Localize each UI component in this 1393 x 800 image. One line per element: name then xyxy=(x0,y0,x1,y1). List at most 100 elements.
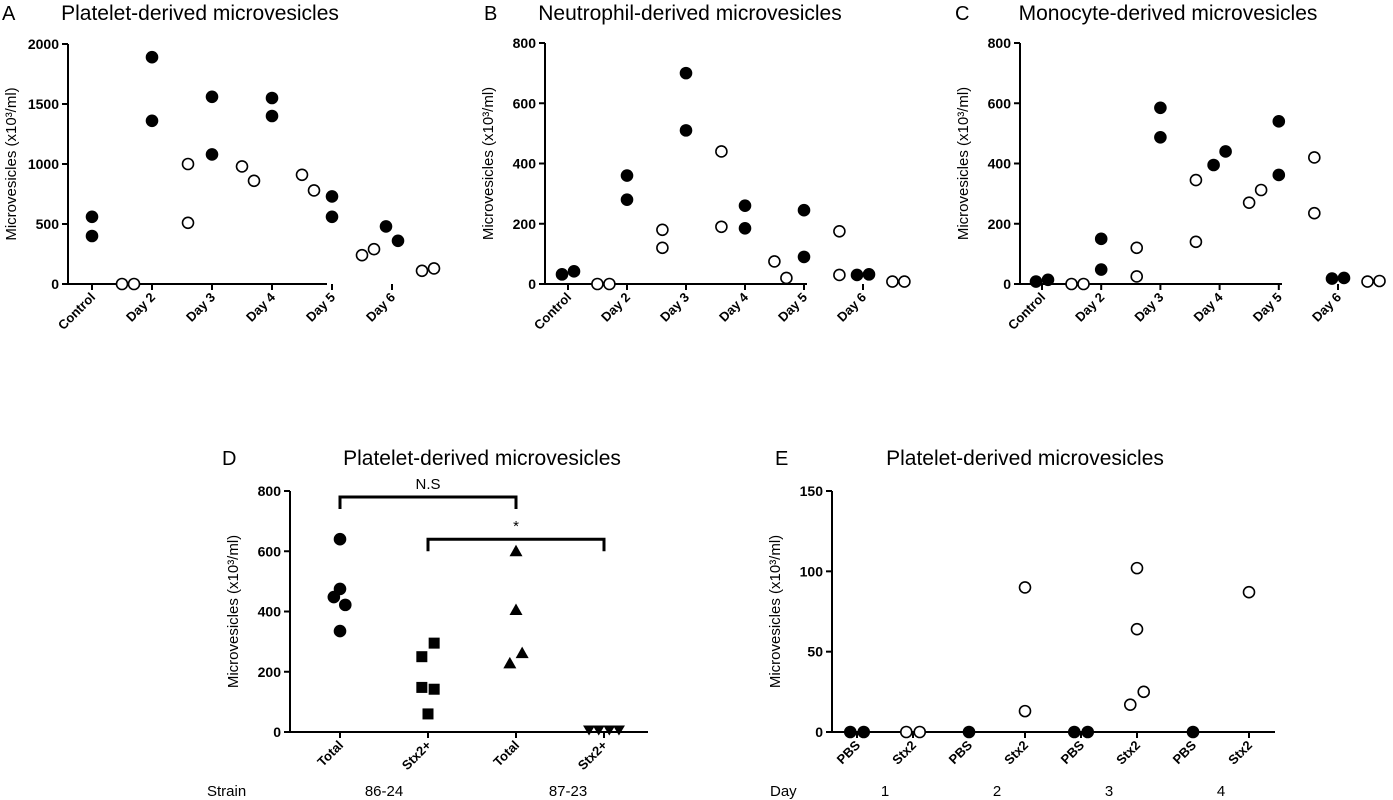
data-point-open xyxy=(656,241,669,255)
x-tick-label: Day 6 xyxy=(834,290,869,325)
y-tick-label: 1500 xyxy=(28,96,59,112)
data-point-open xyxy=(181,216,195,230)
data-point-filled xyxy=(265,91,279,105)
y-tick-label: 0 xyxy=(1003,276,1011,292)
data-point-open xyxy=(1242,585,1256,599)
significance-bracket xyxy=(426,537,606,552)
data-point-open xyxy=(898,275,911,288)
x-tick-label: Day 4 xyxy=(1191,289,1227,325)
y-tick-label: 2000 xyxy=(28,36,59,52)
data-point-open xyxy=(355,248,369,262)
strain-group-label: 86-24 xyxy=(365,783,403,800)
y-tick-label: 600 xyxy=(513,95,537,111)
data-point-filled xyxy=(679,66,693,80)
data-point-square xyxy=(422,708,434,720)
data-point-filled xyxy=(145,114,159,128)
data-point-open xyxy=(115,277,129,291)
day-group-label: 1 xyxy=(881,783,889,800)
data-point-circle xyxy=(333,582,347,596)
data-point-open xyxy=(1130,622,1144,636)
data-point-filled xyxy=(1154,130,1167,144)
data-point-circle xyxy=(327,590,341,604)
data-point-open xyxy=(1130,270,1144,283)
panel-d: 0 200 400 600 800 Platelet-derived microvesic… xyxy=(207,447,648,800)
data-point-filled xyxy=(205,90,219,104)
x-tick-label: Day 2 xyxy=(123,290,158,325)
x-tick-label: Day 6 xyxy=(363,290,398,325)
data-point-open xyxy=(1137,685,1151,699)
data-point-filled xyxy=(738,199,752,212)
data-point-triangle xyxy=(509,544,523,557)
data-point-square xyxy=(428,637,440,649)
data-point-triangle xyxy=(515,646,529,659)
data-point-open xyxy=(1361,275,1374,288)
y-tick-label: 600 xyxy=(988,95,1012,111)
x-tick-label: Control xyxy=(531,290,574,333)
data-point-filled xyxy=(1154,101,1167,115)
data-point-open xyxy=(367,242,381,256)
data-point-filled xyxy=(1272,168,1286,182)
data-point-open xyxy=(181,157,195,171)
data-point-filled xyxy=(1029,275,1043,288)
data-point-filled xyxy=(325,190,339,203)
x-tick-label: Day 3 xyxy=(657,290,692,325)
data-point-circle xyxy=(333,624,347,638)
data-point-filled xyxy=(962,725,976,739)
x-tick-label: Day 5 xyxy=(775,290,810,325)
y-tick-label: 50 xyxy=(807,644,823,660)
day-row-label: Day xyxy=(770,783,797,800)
data-point-open xyxy=(415,264,429,278)
y-tick-label: 100 xyxy=(800,563,824,579)
x-tick-label: Stx2 xyxy=(1113,738,1143,768)
x-tick-label: Total xyxy=(490,738,522,770)
strain-group-label: 87-23 xyxy=(549,783,587,800)
panel-letter: B xyxy=(484,3,497,25)
y-tick-label: 200 xyxy=(988,216,1012,232)
data-point-open xyxy=(715,220,728,234)
data-point-filled xyxy=(555,268,569,281)
data-point-open xyxy=(1077,277,1090,291)
data-point-filled xyxy=(1219,145,1232,158)
data-point-open xyxy=(715,145,728,158)
x-tick-label: PBS xyxy=(1170,737,1200,767)
y-tick-label: 400 xyxy=(513,156,537,172)
x-tick-label: Day 2 xyxy=(598,290,633,325)
x-tick-label: Stx2 xyxy=(1001,738,1031,768)
x-tick-label: PBS xyxy=(834,737,864,767)
data-point-filled xyxy=(843,725,857,739)
chart-title: Platelet-derived microvesicles xyxy=(61,2,339,25)
data-point-open xyxy=(1308,151,1321,164)
y-tick-label: 1000 xyxy=(28,156,59,172)
x-tick-label: Control xyxy=(55,290,98,333)
x-tick-label: PBS xyxy=(1058,737,1088,767)
data-point-open xyxy=(1308,206,1321,220)
data-point-open xyxy=(1065,277,1078,291)
panel-e: 0 50 100 150 Platelet-derived microvesicles E… xyxy=(767,447,1275,800)
data-point-filled xyxy=(1081,725,1095,739)
data-point-filled xyxy=(567,265,581,278)
data-point-open xyxy=(1373,274,1386,288)
y-tick-label: 0 xyxy=(273,724,281,740)
data-point-filled xyxy=(145,50,159,64)
data-point-open xyxy=(899,725,913,739)
data-point-filled xyxy=(391,234,405,248)
data-point-triangle xyxy=(509,603,523,615)
data-point-open xyxy=(913,725,927,739)
data-point-open xyxy=(780,271,793,285)
data-point-filled xyxy=(797,203,811,217)
data-point-filled xyxy=(738,221,752,235)
y-tick-label: 0 xyxy=(51,276,59,292)
data-point-square xyxy=(416,681,428,693)
data-point-filled xyxy=(205,148,219,161)
strain-row-label: Strain xyxy=(207,783,246,800)
data-point-filled xyxy=(1186,725,1200,739)
x-tick-label: Day 3 xyxy=(183,290,218,325)
chart-title: Platelet-derived microvesicles xyxy=(343,447,621,470)
x-tick-label: Stx2+ xyxy=(399,737,435,773)
x-tick-label: PBS xyxy=(946,737,976,767)
data-point-open xyxy=(656,223,669,237)
data-point-triangle-down xyxy=(603,725,616,736)
data-point-filled xyxy=(620,169,634,182)
data-point-filled xyxy=(85,229,99,243)
